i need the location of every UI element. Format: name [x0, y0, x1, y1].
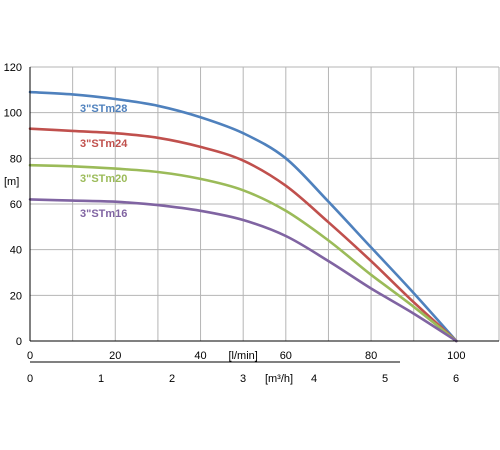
series-line — [28, 198, 458, 343]
x-axis-label: [l/min] — [229, 350, 258, 362]
x-tick-label: 20 — [109, 350, 121, 362]
x2-tick-label: 3 — [240, 373, 246, 385]
x-tick-label: 80 — [365, 350, 377, 362]
x2-tick-label: 2 — [169, 373, 175, 385]
x-tick-label: 40 — [194, 350, 206, 362]
y-tick-label: 20 — [10, 290, 22, 302]
x2-tick-label: 1 — [98, 373, 104, 385]
y-axis-label: [m] — [4, 176, 19, 188]
x2-tick-label: 0 — [27, 373, 33, 385]
series-lines — [28, 90, 458, 343]
x2-tick-label: 4 — [311, 373, 317, 385]
y-tick-label: 0 — [16, 336, 22, 348]
axes — [29, 67, 499, 363]
y-tick-label: 40 — [10, 245, 22, 257]
x-tick-label: 0 — [27, 350, 33, 362]
y-tick-label: 120 — [4, 62, 22, 74]
series-label: 3"STm16 — [80, 208, 127, 220]
series-label: 3"STm20 — [80, 173, 127, 185]
y-tick-label: 60 — [10, 199, 22, 211]
series-line — [28, 163, 458, 343]
x2-axis-label: [m³/h] — [265, 373, 293, 385]
y-tick-label: 100 — [4, 108, 22, 120]
y-tick-label: 80 — [10, 153, 22, 165]
x2-tick-label: 5 — [382, 373, 388, 385]
grid — [30, 66, 500, 342]
series-line — [28, 127, 458, 343]
series-label: 3"STm24 — [80, 138, 128, 150]
series-line — [28, 90, 458, 343]
x-tick-label: 60 — [280, 350, 292, 362]
x2-tick-label: 6 — [453, 373, 459, 385]
series-label: 3"STm28 — [80, 103, 127, 115]
x-tick-label: 100 — [447, 350, 465, 362]
labels: 0 20 40 60 80 100 120 0 20 40 60 80 100 [l/min] 0 1 2 3 4 5… — [4, 62, 466, 385]
